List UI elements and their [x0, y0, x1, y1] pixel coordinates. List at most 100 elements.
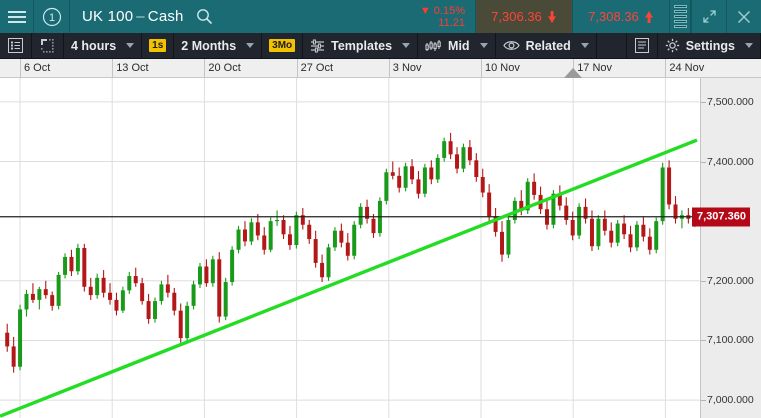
instrument-title: UK 100 – Cash — [70, 0, 192, 33]
candle-body — [358, 206, 363, 225]
candlestick — [487, 184, 492, 222]
period-badge-button[interactable]: 3Mo — [262, 33, 304, 58]
candle-body — [660, 167, 665, 222]
candlestick — [236, 225, 241, 254]
bid-price-value: 7,306.36 — [491, 9, 542, 24]
related-dropdown[interactable]: Related — [496, 33, 597, 58]
candlestick — [63, 253, 68, 279]
candle-body — [339, 230, 344, 243]
date-tick-label: 13 Oct — [116, 62, 149, 74]
candle-body — [525, 181, 530, 211]
candlestick — [557, 185, 562, 211]
candle-body — [448, 141, 453, 155]
notes-icon[interactable] — [627, 33, 658, 58]
candle-body — [294, 215, 299, 246]
candlestick — [165, 274, 170, 298]
candle-body — [551, 193, 556, 225]
price-axis-tick — [701, 161, 706, 163]
candle-body — [281, 219, 286, 235]
candlestick — [500, 221, 505, 262]
candle-body — [197, 266, 202, 285]
candlestick — [532, 173, 537, 200]
change-points: 11.21 — [438, 16, 465, 29]
candle-body — [95, 277, 100, 296]
candle-body — [249, 222, 254, 242]
candle-body — [300, 215, 305, 225]
candle-body — [622, 223, 627, 235]
candle-body — [654, 221, 659, 250]
candle-body — [140, 283, 145, 302]
candlestick — [159, 280, 164, 305]
news-marker[interactable] — [564, 68, 583, 78]
crop-selection-icon[interactable] — [32, 33, 64, 58]
hamburger-menu-icon[interactable] — [0, 0, 34, 33]
candlestick — [185, 301, 190, 341]
candlestick — [474, 153, 479, 182]
candle-body — [602, 218, 607, 231]
settings-dropdown[interactable]: Settings — [658, 33, 761, 58]
candlestick — [410, 159, 415, 185]
close-icon[interactable] — [726, 0, 761, 33]
eye-icon — [502, 41, 520, 50]
candlestick — [197, 262, 202, 288]
price-axis[interactable]: 7,000.000 7,100.000 7,200.000 7,400.000 7,50… — [692, 78, 761, 418]
candle-body — [583, 206, 588, 219]
list-view-icon[interactable] — [0, 33, 32, 58]
candlestick — [114, 292, 119, 316]
candle-body — [255, 222, 260, 236]
candlestick — [390, 161, 395, 180]
candle-body — [647, 236, 652, 250]
candlestick — [320, 254, 325, 282]
interval-dropdown[interactable]: 4 hours — [64, 33, 143, 58]
date-tick-label: 27 Oct — [300, 62, 333, 74]
instrument-suffix: Cash — [147, 8, 184, 25]
period-dropdown[interactable]: 2 Months — [174, 33, 263, 58]
candle-body — [236, 229, 241, 250]
ask-price-button[interactable]: 7,308.36 — [573, 0, 670, 33]
candlestick — [416, 171, 421, 199]
candlestick — [307, 219, 312, 244]
date-axis-separator — [20, 59, 21, 78]
candlestick — [602, 210, 607, 236]
interval-badge: 1s — [149, 39, 167, 52]
date-tick-label: 6 Oct — [24, 62, 51, 74]
current-price-tag[interactable]: 7,307.360 — [692, 207, 750, 227]
date-axis-separator — [204, 59, 206, 78]
candle-body — [628, 234, 633, 248]
price-type-dropdown[interactable]: Mid — [418, 33, 496, 58]
expand-icon[interactable] — [691, 0, 726, 33]
date-tick-label: 3 Nov — [392, 62, 422, 74]
candlestick — [442, 137, 447, 162]
price-axis-tick — [701, 101, 706, 103]
price-ladder-icon[interactable] — [670, 0, 691, 33]
date-tick-label: 24 Nov — [669, 62, 705, 74]
chart-plot-area[interactable] — [0, 78, 700, 418]
candle-body — [673, 204, 678, 219]
candlestick — [506, 215, 511, 259]
candle-body — [88, 286, 93, 296]
candlestick — [18, 304, 23, 371]
search-icon[interactable] — [192, 0, 213, 33]
date-axis[interactable]: 6 Oct 13 Oct 20 Oct 27 Oct 3 Nov 10 Nov 17 Nov… — [0, 59, 761, 78]
candlestick — [384, 168, 389, 205]
candlestick — [577, 203, 582, 240]
candlestick — [686, 208, 691, 224]
candlestick — [217, 252, 222, 323]
candle-body — [615, 223, 620, 243]
interval-label: 4 hours — [71, 38, 117, 53]
candlestick — [268, 217, 273, 253]
templates-dropdown[interactable]: Templates — [303, 33, 419, 58]
account-badge[interactable]: 1 — [34, 0, 70, 33]
candlestick — [82, 243, 87, 292]
candlestick — [101, 270, 106, 298]
candlestick — [596, 215, 601, 250]
candlestick — [345, 233, 350, 261]
candlestick — [287, 225, 292, 250]
bid-price-button[interactable]: 7,306.36 — [476, 0, 573, 33]
interval-badge-button[interactable]: 1s — [142, 33, 175, 58]
candle-body — [667, 167, 672, 205]
ask-price-value: 7,308.36 — [588, 9, 639, 24]
candle-body — [397, 175, 402, 188]
svg-text:1: 1 — [48, 12, 54, 24]
